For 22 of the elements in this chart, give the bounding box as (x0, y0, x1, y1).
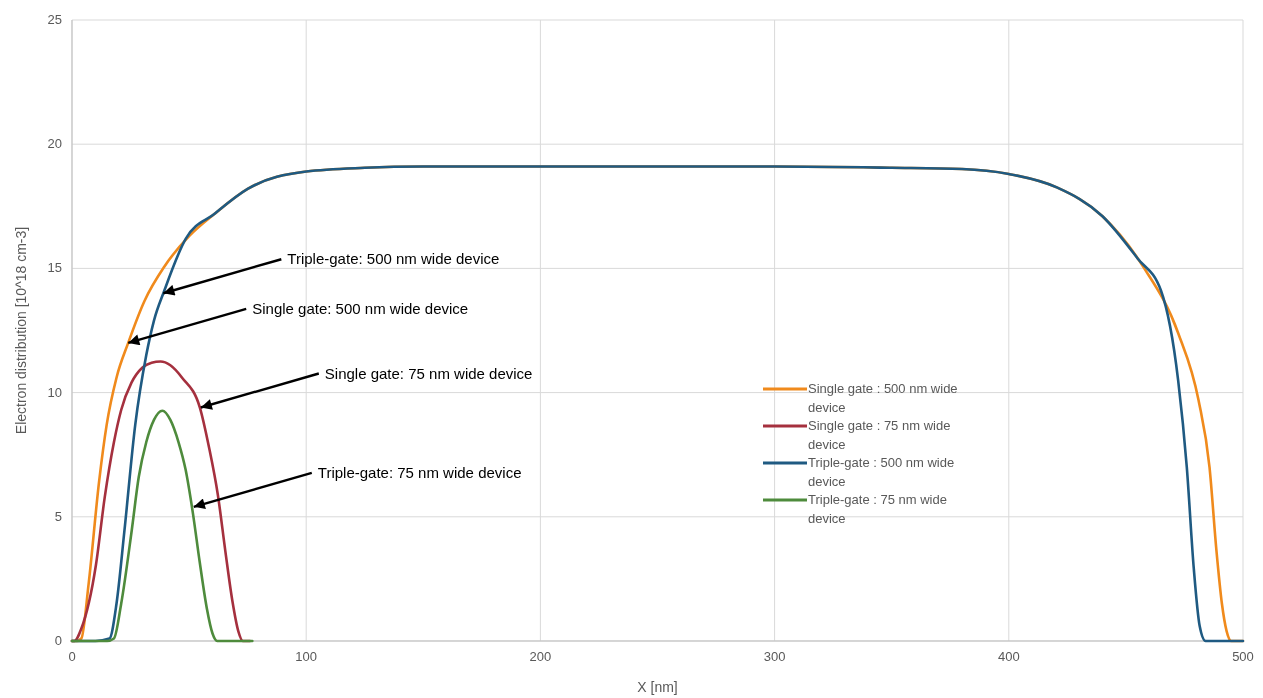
x-tick-label: 100 (295, 649, 318, 664)
legend-label: Single gate : 500 nm wide device (808, 381, 958, 415)
y-tick-label: 5 (54, 508, 62, 524)
x-axis-title: X [nm] (637, 679, 678, 695)
annotation: Single gate: 75 nm wide device (324, 364, 533, 382)
legend-label: Single gate : 75 nm wide device (808, 418, 951, 452)
y-tick-label: 10 (47, 384, 62, 400)
x-tick-label: 500 (1232, 649, 1254, 664)
annotation: Triple-gate: 75 nm wide device (317, 463, 522, 481)
annotation: Single gate: 500 nm wide device (252, 299, 469, 317)
annotation: Triple-gate: 500 nm wide device (287, 250, 500, 268)
x-tick-label: 400 (997, 649, 1020, 664)
x-tick-label: 300 (763, 649, 786, 664)
y-axis-title: Electron distribution [10^18 cm-3] (13, 226, 29, 435)
legend-label: Triple-gate : 75 nm wide device (808, 492, 947, 526)
legend-label: Triple-gate : 500 nm wide device (808, 455, 955, 489)
y-tick-label: 20 (47, 136, 62, 152)
y-tick-label: 15 (47, 260, 62, 276)
x-tick-label: 0 (68, 649, 76, 664)
y-tick-label: 25 (47, 12, 62, 27)
y-tick-label: 0 (54, 633, 62, 648)
x-tick-label: 200 (529, 649, 552, 664)
